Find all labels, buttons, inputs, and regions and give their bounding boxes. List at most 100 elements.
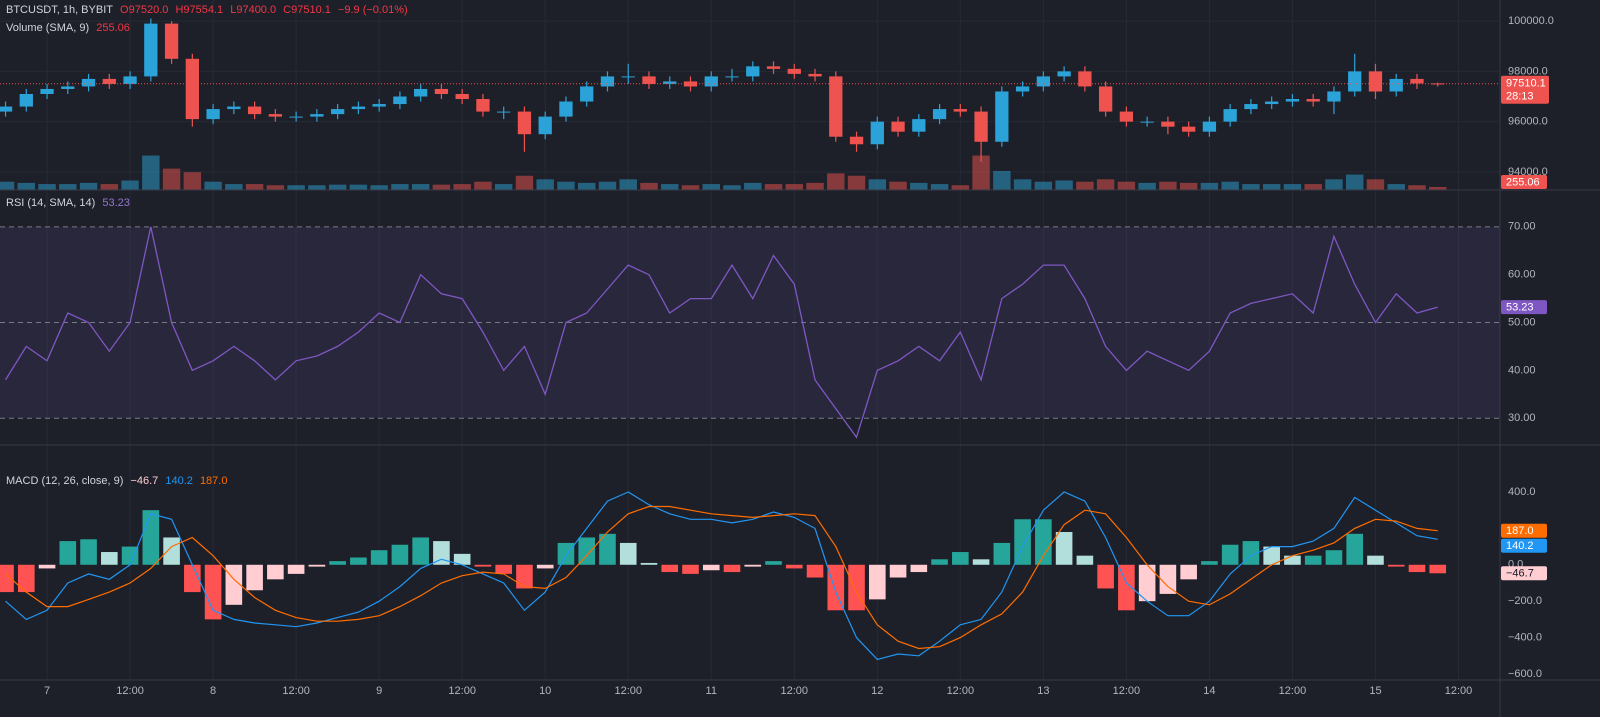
volume-bar xyxy=(183,172,202,190)
close: C97510.1 xyxy=(283,4,331,16)
y-tick-label: 70.00 xyxy=(1508,221,1536,233)
histogram-bar xyxy=(121,546,139,565)
histogram-bar xyxy=(1284,555,1301,565)
candle-body xyxy=(1306,99,1320,102)
volume-bar xyxy=(619,179,637,190)
candle-body xyxy=(1098,86,1113,112)
y-tick-label: 100000.0 xyxy=(1508,15,1554,27)
rsi-value: 53.23 xyxy=(102,197,130,209)
histogram-bar xyxy=(952,552,969,565)
macd-line xyxy=(5,491,1438,661)
y-tick-label: 94000.0 xyxy=(1508,166,1548,178)
last-price: 97510.1 xyxy=(1506,78,1546,90)
volume-bar xyxy=(1345,174,1364,190)
volume-bar xyxy=(1221,181,1239,190)
histogram-bar xyxy=(806,564,824,578)
candle-body xyxy=(455,93,469,100)
x-tick-label: 12:00 xyxy=(614,685,642,697)
candle-body xyxy=(580,86,594,102)
histogram-bar xyxy=(184,564,201,593)
volume-bar xyxy=(349,184,368,190)
volume-label-box xyxy=(1501,175,1547,189)
x-tick-label: 11 xyxy=(706,685,717,697)
volume-bar xyxy=(1138,182,1156,190)
histogram-bar xyxy=(0,564,14,593)
candle-body xyxy=(61,86,75,89)
change: −9.9 (−0.01%) xyxy=(337,4,408,16)
volume-bar xyxy=(1242,184,1260,190)
countdown: 28:13 xyxy=(1506,91,1534,103)
volume-bar xyxy=(972,155,990,190)
symbol[interactable]: BTCUSDT, 1h, BYBIT xyxy=(6,4,113,16)
volume-bar xyxy=(1408,185,1426,190)
macd-title[interactable]: MACD (12, 26, close, 9) xyxy=(6,475,124,487)
volume-bar xyxy=(1304,184,1322,190)
candle-body xyxy=(1265,101,1279,105)
volume-bar xyxy=(308,185,326,190)
candle-body xyxy=(40,88,54,94)
volume-bar xyxy=(1096,179,1115,190)
volume-bar xyxy=(432,184,451,190)
histogram-bar xyxy=(1304,555,1322,565)
volume-bar xyxy=(536,179,554,190)
histogram-bar xyxy=(433,541,450,565)
candle-body xyxy=(227,106,241,110)
histogram-bar xyxy=(142,510,160,565)
y-tick-label: 98000.0 xyxy=(1508,65,1548,77)
macd-line xyxy=(5,505,1438,650)
histogram-bar xyxy=(1346,533,1364,565)
candle-body xyxy=(1182,126,1196,132)
volume-title[interactable]: Volume (SMA, 9) xyxy=(6,22,90,34)
histogram-bar xyxy=(1408,564,1426,573)
histogram-bar xyxy=(536,564,554,569)
candle-body xyxy=(330,109,345,115)
histogram-bar xyxy=(702,564,720,571)
y-tick-label: −400.0 xyxy=(1508,631,1542,643)
candle-body xyxy=(1244,104,1258,110)
volume-bar xyxy=(1366,179,1385,190)
candle-body xyxy=(829,76,843,137)
volume-bar xyxy=(391,184,409,190)
candle-body xyxy=(995,91,1009,142)
y-tick-label: −600.0 xyxy=(1508,668,1542,680)
histogram-bar xyxy=(1325,550,1343,565)
candle-body xyxy=(1348,71,1362,92)
series-label: 187.0 xyxy=(1506,525,1534,537)
volume-bar xyxy=(328,184,347,190)
histogram-bar xyxy=(1035,519,1052,565)
histogram-bar xyxy=(1180,564,1197,580)
histogram-bar xyxy=(17,564,35,593)
candle-body xyxy=(1223,109,1237,122)
candle-body xyxy=(1410,78,1424,84)
candle-body xyxy=(19,93,33,107)
histogram-bar xyxy=(931,559,948,565)
y-tick-label: −200.0 xyxy=(1508,595,1542,607)
candle-body xyxy=(1078,71,1092,87)
candle-body xyxy=(663,81,677,84)
price-legend: BTCUSDT, 1h, BYBIT O97520.0 H97554.1 L97… xyxy=(6,4,412,16)
histogram-bar xyxy=(329,561,346,565)
rsi-label: 53.23 xyxy=(1506,301,1534,313)
histogram-bar xyxy=(308,564,326,567)
candle-body xyxy=(953,109,967,112)
volume-bar xyxy=(1325,179,1343,190)
histogram-bar xyxy=(785,564,803,569)
candle-body xyxy=(1140,121,1154,123)
x-tick-label: 12 xyxy=(871,685,883,697)
histogram-bar xyxy=(1076,555,1094,565)
y-tick-label: 50.00 xyxy=(1508,316,1536,328)
histogram-bar xyxy=(640,562,658,565)
rsi-title[interactable]: RSI (14, SMA, 14) xyxy=(6,197,96,209)
rsi-label-box xyxy=(1501,300,1547,315)
histogram-bar xyxy=(972,559,990,565)
volume-bar xyxy=(702,184,720,190)
volume-bar xyxy=(204,181,222,190)
candle-body xyxy=(144,23,158,77)
histogram-bar xyxy=(1221,544,1239,565)
histogram-bar xyxy=(412,537,429,565)
volume-bar xyxy=(847,175,866,190)
candle-body xyxy=(912,119,926,132)
volume-bar xyxy=(910,182,928,190)
rsi-line xyxy=(4,226,1438,439)
